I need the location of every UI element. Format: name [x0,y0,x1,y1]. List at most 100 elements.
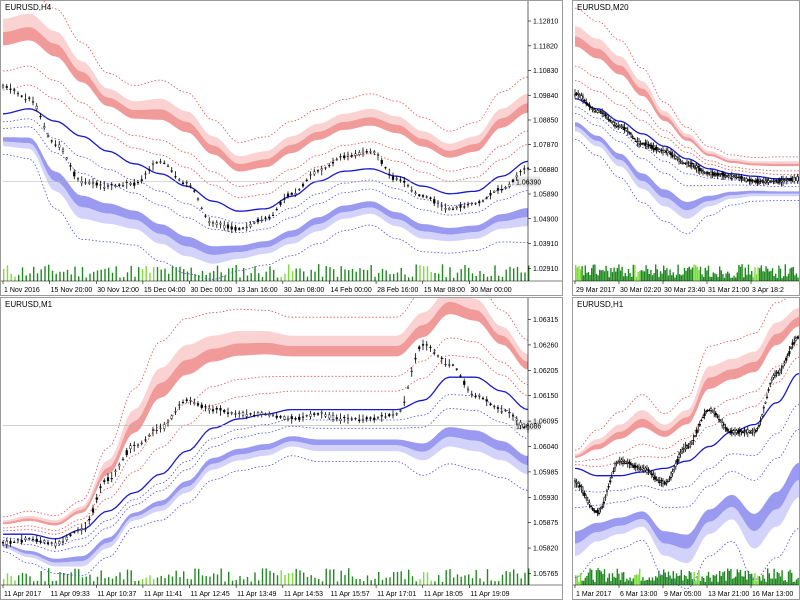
candle-body [99,486,102,489]
candle-body [762,407,765,409]
volume-bar [81,267,84,281]
candle-body [324,167,327,169]
volume-bar [351,268,354,281]
candle-body [620,459,623,462]
volume-bar [78,276,80,281]
chart-svg-eurusd-m1[interactable]: 1.060861.063151.062601.062051.061501.060… [1,298,563,600]
volume-bar [618,264,620,281]
volume-bar [683,267,686,281]
volume-bar [707,265,710,281]
candle-body [245,414,248,417]
volume-bar [104,268,106,281]
volume-bar [775,578,777,585]
y-tick-label: 1.08850 [533,118,558,125]
volume-bar [381,268,384,281]
chart-window-eurusd-h4[interactable]: 1.06390 1.12810 1.11820 1.10830 1.09840 1.088… [0,0,563,296]
volume-bar [690,572,692,585]
candle-body [772,375,775,378]
x-tick-label: 11 Apr 13:49 [237,591,276,598]
y-tick-label: 1.10830 [533,68,558,75]
candle-body [226,412,230,414]
candle-body [733,175,737,177]
upper-band-outer [3,298,528,523]
candle-body [692,165,695,167]
volume-bar [767,568,769,585]
volume-bar [265,271,267,281]
volume-bar [720,576,722,585]
volume-bar [306,276,309,281]
volume-bar [643,580,646,585]
volume-bar [626,578,628,585]
x-tick-label: 6 Mar 13:00 [620,591,657,598]
volume-bar [728,570,730,585]
chart-window-eurusd-m20[interactable]: 29 Mar 2017 30 Mar 02:20 30 Mar 23:40 31 Ma… [572,0,800,296]
volume-bar [715,274,718,281]
candle-body [698,424,701,426]
candle-body [136,444,140,446]
candle-body [166,165,170,167]
candle-body [189,185,192,187]
candle-body [709,408,713,411]
volume-bar [273,572,275,585]
volume-bar [81,577,84,585]
volume-bar [85,576,87,585]
volume-bar [426,572,429,585]
volume-bar [486,569,489,585]
candle-body [765,179,769,181]
volume-bar [703,578,705,585]
volume-bar [791,572,793,585]
candle-body [500,411,503,413]
candle-body [761,180,764,182]
candle-body [578,94,581,96]
volume-bar [6,573,9,585]
volume-bar [96,270,99,281]
candle-body [159,427,162,429]
volume-bar [179,266,181,281]
candle-body [331,161,335,164]
candle-body [219,222,222,225]
candle-body [685,445,689,447]
chart-title-eurusd-m1: EURUSD,M1 [5,300,53,309]
chart-window-eurusd-h1[interactable]: 1 Mar 2017 6 Mar 13:00 9 Mar 05:00 13 Mar 2… [572,297,800,600]
candle-body [793,342,796,344]
volume-bar [355,271,357,281]
chart-svg-eurusd-h1[interactable]: 1 Mar 2017 6 Mar 13:00 9 Mar 05:00 13 Mar 2… [573,298,800,600]
candle-body [380,415,383,417]
candle-body [133,182,136,186]
volume-bar [475,275,477,281]
volume-bar [201,575,204,585]
chart-svg-eurusd-h4[interactable]: 1.06390 1.12810 1.11820 1.10830 1.09840 1.088… [1,1,563,296]
volume-bar [156,267,159,281]
volume-bar [752,277,754,281]
center-moving-average [574,372,799,477]
candle-body [28,97,31,99]
candle-body [597,512,601,514]
volume-bar [201,271,204,281]
volume-bar [453,277,455,281]
volume-bar [792,266,794,281]
volume-bar [411,576,414,585]
volume-bar [224,581,226,585]
candle-body [687,446,690,448]
volume-bar [126,272,129,281]
candle-body [577,483,580,487]
candle-body [783,362,786,365]
candle-body [673,469,676,471]
candle-body [35,106,38,110]
volume-bar [594,582,596,585]
volume-bar [385,270,387,281]
candle-body [369,417,372,419]
candle-body [13,541,16,543]
volume-bar [273,269,275,281]
chart-svg-eurusd-m20[interactable]: 29 Mar 2017 30 Mar 02:20 30 Mar 23:40 31 Ma… [573,1,800,296]
candle-body [95,182,98,186]
volume-bar [299,570,301,585]
volume-bar [209,576,211,585]
chart-window-eurusd-m1[interactable]: 1.060861.063151.062601.062051.061501.060… [0,297,563,600]
candle-body [459,375,462,377]
volume-bar [687,268,689,281]
candle-body [700,419,703,421]
candle-body [780,369,783,371]
volume-bar [709,276,711,281]
volume-bar [89,574,91,585]
